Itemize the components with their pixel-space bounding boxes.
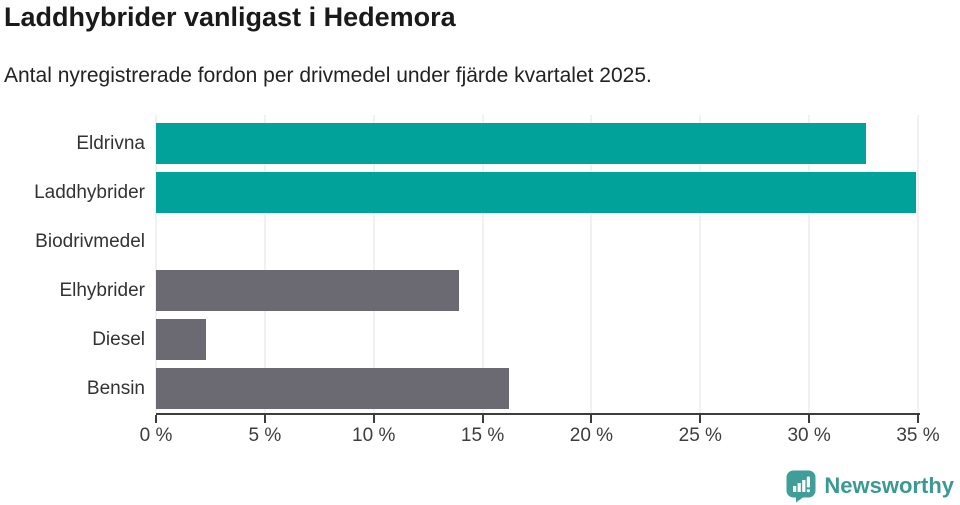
x-tick-mark: [372, 415, 375, 423]
bar-row: [156, 168, 918, 217]
gridline: [264, 115, 266, 413]
gridline: [482, 115, 484, 413]
category-label: Eldrivna: [76, 132, 145, 154]
bar: [156, 123, 866, 164]
category-label: Laddhybrider: [34, 181, 145, 203]
newsworthy-logo-icon: [786, 470, 816, 502]
plot-area: [155, 115, 919, 413]
x-tick-label: 0 %: [139, 425, 173, 446]
gridline: [155, 115, 157, 413]
gridline: [808, 115, 810, 413]
gridline: [917, 115, 919, 413]
gridline: [373, 115, 375, 413]
newsworthy-logo: Newsworthy: [786, 469, 954, 503]
category-labels: Eldrivna Laddhybrider Biodrivmedel Elhybrid…: [0, 119, 145, 413]
bar: [156, 172, 916, 213]
bar-row: [156, 364, 918, 413]
x-tick-label: 20 %: [569, 425, 614, 446]
category-label: Biodrivmedel: [35, 230, 145, 252]
bar: [156, 270, 459, 311]
bar-row: [156, 217, 918, 266]
x-tick-label: 25 %: [678, 425, 722, 446]
chart-subtitle: Antal nyregistrerade fordon per drivmede…: [4, 64, 652, 87]
gridline: [699, 115, 701, 413]
bar-row: [156, 119, 918, 168]
category-label: Bensin: [86, 377, 145, 399]
x-axis-line: [156, 413, 920, 415]
brand-name: Newsworthy: [824, 473, 954, 498]
x-tick-label: 10 %: [352, 425, 396, 446]
x-tick-mark: [590, 415, 593, 423]
bar-rows: [156, 119, 918, 413]
bar-row: [156, 315, 918, 364]
x-tick-mark: [155, 415, 157, 423]
x-tick-label: 35 %: [896, 425, 940, 446]
x-axis-ticks: 0 % 5 % 10 % 15 % 20 % 25 % 30 % 35 %: [140, 415, 940, 455]
x-tick-mark: [481, 415, 484, 423]
x-tick-mark: [699, 415, 702, 423]
bar: [156, 368, 509, 409]
x-tick-label: 5 %: [248, 425, 282, 446]
category-label: Elhybrider: [59, 279, 145, 301]
chart-title: Laddhybrider vanligast i Hedemora: [4, 2, 456, 32]
x-tick-label: 30 %: [787, 425, 831, 446]
bar: [156, 319, 207, 360]
category-label: Diesel: [92, 328, 145, 350]
x-tick-mark: [263, 415, 266, 423]
gridline: [590, 115, 592, 413]
x-tick-mark: [917, 415, 919, 423]
x-tick-label: 15 %: [460, 425, 505, 446]
x-tick-mark: [808, 415, 811, 423]
bar-row: [156, 266, 918, 315]
